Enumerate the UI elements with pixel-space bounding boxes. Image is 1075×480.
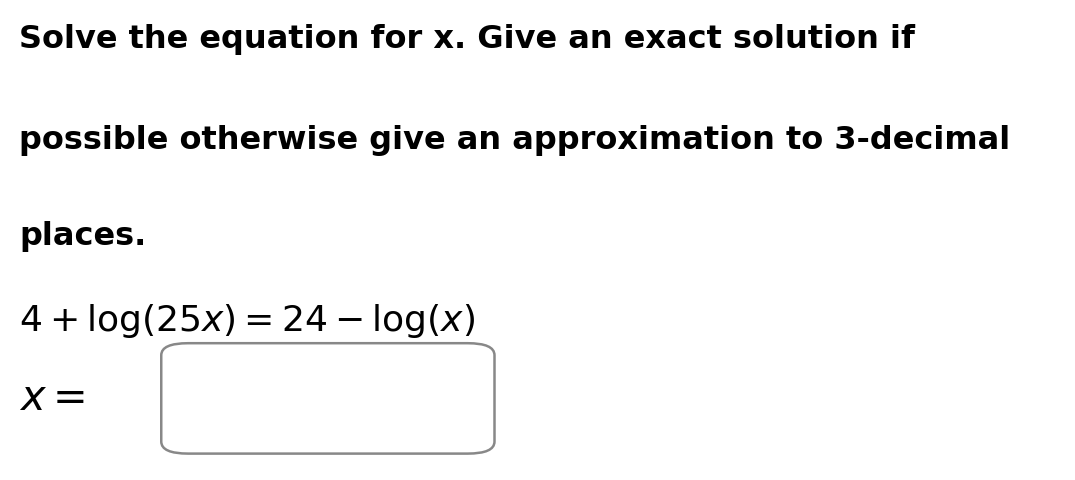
Text: $x =$: $x =$ (19, 377, 86, 420)
Text: Solve the equation for x. Give an exact solution if: Solve the equation for x. Give an exact … (19, 24, 915, 55)
Text: possible otherwise give an approximation to 3-decimal: possible otherwise give an approximation… (19, 125, 1010, 156)
Text: places.: places. (19, 221, 146, 252)
FancyBboxPatch shape (161, 343, 495, 454)
Text: $4 + \log(25x) = 24 - \log(x)$: $4 + \log(25x) = 24 - \log(x)$ (19, 302, 475, 340)
